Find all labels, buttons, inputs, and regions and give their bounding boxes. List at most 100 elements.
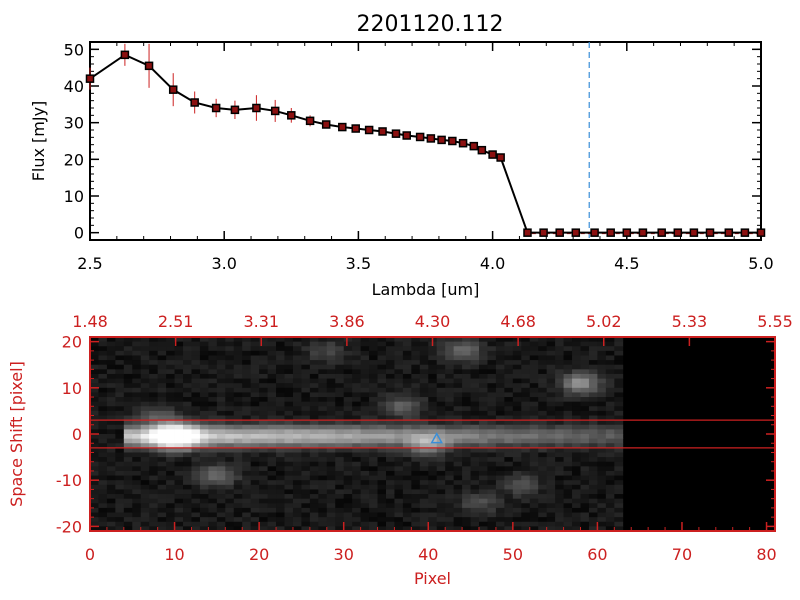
heatmap-cell [377,337,387,343]
heatmap-cell [462,360,471,366]
heatmap-cell [157,429,167,435]
heatmap-cell [580,521,590,527]
heatmap-cell [123,443,133,449]
heatmap-cell [529,355,539,361]
heatmap-cell [563,355,573,361]
heatmap-cell [242,498,252,504]
heatmap-cell [360,373,370,379]
heatmap-cell [495,498,505,504]
heatmap-cell [462,526,471,532]
heatmap-cell [546,373,556,379]
heatmap-cell [597,378,607,384]
heatmap-cell [377,410,387,416]
heatmap-cell [301,494,311,500]
heatmap-cell [326,475,336,481]
heatmap-cell [597,350,607,356]
heatmap-cell [233,350,243,356]
heatmap-cell [588,397,598,403]
heatmap-cell [208,378,218,384]
heatmap-cell [115,397,125,403]
heatmap-cell [504,373,514,379]
heatmap-cell [402,406,412,412]
heatmap-cell [487,484,497,490]
heatmap-cell [605,489,615,495]
heatmap-cell [267,346,277,352]
heatmap-cell [191,498,201,504]
heatmap-cell [436,503,446,509]
data-point [321,120,331,129]
top-tick-label: 3.86 [329,312,365,331]
heatmap-cell [605,364,615,370]
heatmap-cell [157,498,167,504]
heatmap-cell [529,466,539,472]
heatmap-cell [555,378,564,384]
heatmap-cell [588,503,598,509]
heatmap-cell [436,526,446,532]
heatmap-cell [529,406,539,412]
heatmap-cell [259,438,268,444]
heatmap-cell [546,521,556,527]
heatmap-cell [377,475,387,481]
heatmap-cell [208,373,218,379]
heatmap-cell [106,369,116,375]
heatmap-cell [242,420,252,426]
heatmap-cell [555,447,564,453]
heatmap-cell [157,337,167,343]
heatmap-cell [318,350,328,356]
heatmap-cell [453,480,463,486]
heatmap-cell [301,341,311,347]
heatmap-cell [538,480,548,486]
heatmap-cell [479,373,488,379]
heatmap-cell [115,526,125,532]
heatmap-cell [309,452,319,458]
heatmap-cell [512,443,522,449]
heatmap-cell [495,378,505,384]
heatmap-cell [98,360,108,366]
heatmap-cell [445,378,455,384]
heatmap-cell [546,489,556,495]
data-point [622,228,632,237]
heatmap-cell [284,512,294,518]
heatmap-cell [259,401,268,407]
heatmap-cell [521,364,531,370]
heatmap-cell [546,387,556,393]
heatmap-cell [343,364,353,370]
heatmap-cell [191,512,201,518]
heatmap-cell [521,452,531,458]
heatmap-cell [605,360,615,366]
heatmap-cell [149,480,159,486]
heatmap-cell [546,457,556,463]
heatmap-cell [487,392,497,398]
heatmap-cell [394,420,404,426]
heatmap-cell [563,526,573,532]
heatmap-cell [614,466,624,472]
heatmap-cell [614,521,624,527]
heatmap-cell [225,461,235,467]
heatmap-cell [572,378,581,384]
heatmap-cell [614,369,624,375]
heatmap-cell [335,360,345,366]
data-point [211,103,221,113]
heatmap-cell [512,470,522,476]
heatmap-cell [588,457,598,463]
heatmap-cell [563,364,573,370]
heatmap-cell [166,346,175,352]
heatmap-cell [326,378,336,384]
heatmap-cell [267,415,277,421]
x-tick-label: 5.0 [748,254,773,273]
heatmap-cell [276,373,285,379]
heatmap-cell [225,480,235,486]
heatmap-cell [90,494,99,500]
heatmap-cell [614,494,624,500]
heatmap-cell [191,517,201,523]
heatmap-cell [445,470,455,476]
heatmap-cell [377,429,387,435]
heatmap-cell [343,443,353,449]
heatmap-cell [402,470,412,476]
heatmap-cell [191,364,201,370]
heatmap-cell [377,521,387,527]
heatmap-cell [174,526,184,532]
heatmap-cell [208,480,218,486]
heatmap-cell [495,526,505,532]
heatmap-cell [318,489,328,495]
